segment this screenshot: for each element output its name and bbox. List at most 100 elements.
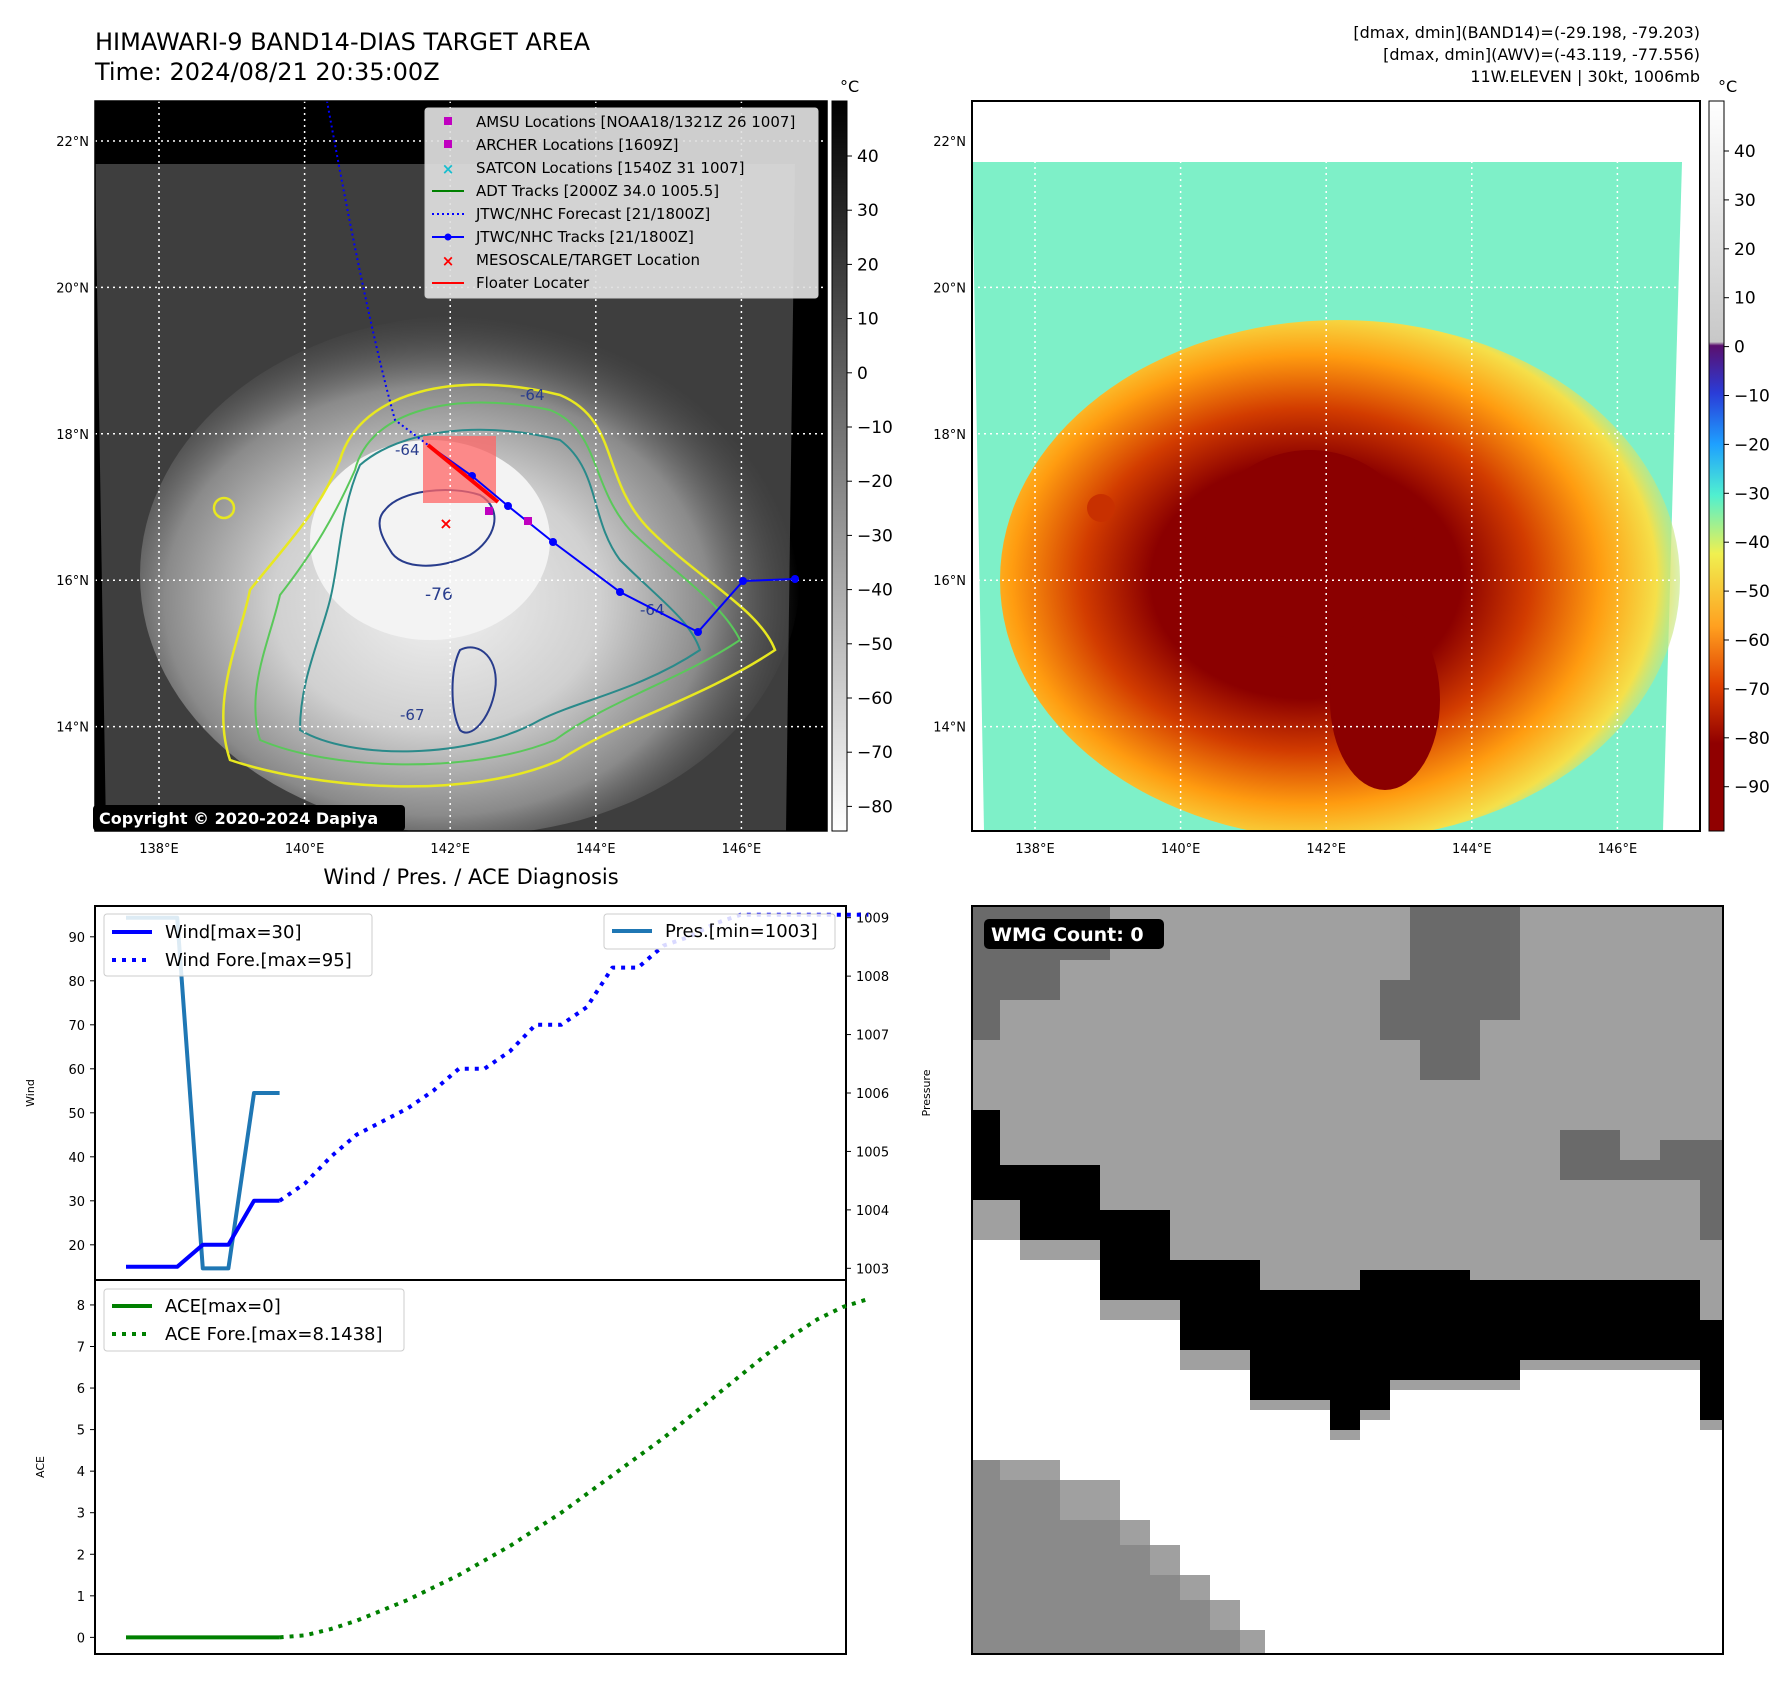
wind-pressure-panel: Wind Pressure 90 80 70 60 50 40 30 20 1009 1008 1… bbox=[24, 905, 933, 1281]
colorbar-tick-label: −40 bbox=[1734, 533, 1770, 553]
colorbar-tick-label: −80 bbox=[857, 797, 893, 817]
wind-legend-box bbox=[103, 913, 373, 977]
left-map-lon-labels: 138°E 140°E 142°E 144°E 146°E bbox=[139, 842, 761, 857]
colorbar-tick-label: −70 bbox=[857, 743, 893, 763]
y-tick-label: 70 bbox=[68, 1019, 85, 1034]
colorbar-tick-label: −70 bbox=[1734, 680, 1770, 700]
copyright-box bbox=[93, 805, 405, 831]
lat-tick-label: 14°N bbox=[933, 721, 966, 736]
legend-label: ARCHER Locations [1609Z] bbox=[476, 136, 679, 154]
colorbar-tick-label: 0 bbox=[857, 364, 868, 384]
y-tick-label: 90 bbox=[68, 931, 85, 946]
left-map-lat-labels: 22°N 20°N 18°N 16°N 14°N bbox=[56, 135, 89, 736]
y-tick-label: 1007 bbox=[856, 1029, 889, 1044]
colorbar-tick-label: −30 bbox=[1734, 484, 1770, 504]
track-point bbox=[504, 502, 512, 510]
lat-tick-label: 14°N bbox=[56, 721, 89, 736]
lon-tick-label: 140°E bbox=[1161, 842, 1201, 857]
pressure-axis-label: Pressure bbox=[920, 1069, 933, 1116]
track-point bbox=[694, 628, 702, 636]
right-map-frame bbox=[971, 100, 1701, 832]
ace-legend-label: ACE[max=0] bbox=[165, 1296, 281, 1317]
y-tick-label: 5 bbox=[77, 1424, 85, 1439]
legend-label: JTWC/NHC Tracks [21/1800Z] bbox=[475, 228, 694, 246]
colorbar-tick-label: 40 bbox=[857, 147, 879, 167]
ace-legend: ACE[max=0] ACE Fore.[max=8.1438] bbox=[103, 1288, 405, 1352]
wmg-white-area bbox=[972, 1240, 1723, 1654]
left-colorbar-unit: °C bbox=[840, 77, 859, 96]
amsu-marker bbox=[485, 507, 493, 515]
y-tick-label: 1003 bbox=[856, 1262, 889, 1277]
wind-axis-label: Wind bbox=[24, 1079, 37, 1107]
legend-label: Floater Locater bbox=[476, 274, 590, 292]
colorbar-tick-label: 20 bbox=[1734, 240, 1756, 260]
y-tick-label: 1004 bbox=[856, 1204, 889, 1219]
left-colorbar-bar bbox=[831, 100, 848, 832]
wmg-gray-lower bbox=[972, 1460, 1240, 1654]
y-tick-label: 1006 bbox=[856, 1087, 889, 1102]
colorbar-tick-label: 30 bbox=[1734, 191, 1756, 211]
left-map-legend: AMSU Locations [NOAA18/1321Z 26 1007] ARC… bbox=[424, 107, 819, 299]
lon-tick-label: 140°E bbox=[285, 842, 325, 857]
colorbar-tick-label: −10 bbox=[1734, 387, 1770, 407]
y-tick-label: 1009 bbox=[856, 912, 889, 927]
left-map: -64 -64 -76 -64 -67 × 22°N20°N18°N16°N14… bbox=[56, 100, 828, 857]
y-tick-label: 60 bbox=[68, 1063, 85, 1078]
target-marker: × bbox=[439, 514, 452, 533]
legend-marker-x: × bbox=[442, 160, 455, 178]
wmg-black-band bbox=[972, 1110, 1723, 1430]
info-line-2: [dmax, dmin](AWV)=(-43.119, -77.556) bbox=[1383, 45, 1700, 64]
colorbar-tick-label: 0 bbox=[1734, 338, 1745, 358]
lon-tick-label: 146°E bbox=[722, 842, 762, 857]
pressure-legend-box bbox=[603, 913, 836, 950]
legend-marker-dot bbox=[444, 233, 452, 241]
y-tick-label: 80 bbox=[68, 975, 85, 990]
info-line-3: 11W.ELEVEN | 30kt, 1006mb bbox=[1470, 67, 1700, 86]
right-map-lat-labels: 22°N 20°N 18°N 16°N 14°N bbox=[933, 135, 966, 736]
contour-navy-2 bbox=[451, 646, 497, 734]
lon-tick-label: 142°E bbox=[1306, 842, 1346, 857]
wind-fore-legend-label: Wind Fore.[max=95] bbox=[165, 950, 352, 971]
colorbar-tick-label: −80 bbox=[1734, 729, 1770, 749]
series-line bbox=[126, 1198, 280, 1269]
colorbar-tick-label: −20 bbox=[857, 472, 893, 492]
series-line bbox=[279, 1297, 870, 1640]
lat-tick-label: 22°N bbox=[933, 135, 966, 150]
contour-teal bbox=[298, 428, 702, 753]
contour-yellow bbox=[222, 383, 777, 788]
contour-label: -76 bbox=[425, 585, 453, 605]
colorbar-tick-label: −20 bbox=[1734, 435, 1770, 455]
colorbar-tick-label: −40 bbox=[857, 581, 893, 601]
ace-axis-label: ACE bbox=[34, 1456, 47, 1478]
colorbar-tick-label: 30 bbox=[857, 201, 879, 221]
y-tick-label: 40 bbox=[68, 1151, 85, 1166]
left-map-frame bbox=[94, 100, 828, 832]
right-map-cloud-core bbox=[1205, 450, 1415, 640]
y-tick-label: 1008 bbox=[856, 970, 889, 985]
legend-marker-square bbox=[444, 117, 452, 125]
wmg-count-label: WMG Count: 0 bbox=[991, 924, 1144, 946]
colorbar-tick-label: −10 bbox=[857, 418, 893, 438]
lat-tick-label: 16°N bbox=[933, 574, 966, 589]
colorbar-tick-label: 10 bbox=[1734, 289, 1756, 309]
contour-label: -64 bbox=[395, 441, 420, 459]
legend-label: JTWC/NHC Forecast [21/1800Z] bbox=[475, 205, 710, 223]
copyright-text: Copyright © 2020-2024 Dapiya bbox=[99, 809, 378, 828]
lat-tick-label: 18°N bbox=[56, 428, 89, 443]
colorbar-tick-label: −50 bbox=[857, 635, 893, 655]
y-tick-label: 8 bbox=[77, 1299, 85, 1314]
info-line-1: [dmax, dmin](BAND14)=(-29.198, -79.203) bbox=[1353, 23, 1700, 42]
track-point bbox=[616, 588, 624, 596]
colorbar-tick-label: −60 bbox=[1734, 631, 1770, 651]
colorbar-tick-label: 40 bbox=[1734, 142, 1756, 162]
wmg-panel: WMG Count: 0 bbox=[971, 905, 1724, 1655]
track-point bbox=[739, 577, 747, 585]
floater-locater-line bbox=[426, 443, 500, 504]
best-track-line bbox=[427, 444, 796, 634]
wmg-dark-patches bbox=[1560, 1130, 1723, 1240]
wmg-label-box bbox=[984, 919, 1164, 949]
right-map-island-cloud bbox=[1087, 494, 1115, 522]
colorbar-tick-label: −50 bbox=[1734, 582, 1770, 602]
y-tick-label: 1 bbox=[77, 1590, 85, 1605]
y-tick-label: 0 bbox=[77, 1631, 85, 1646]
